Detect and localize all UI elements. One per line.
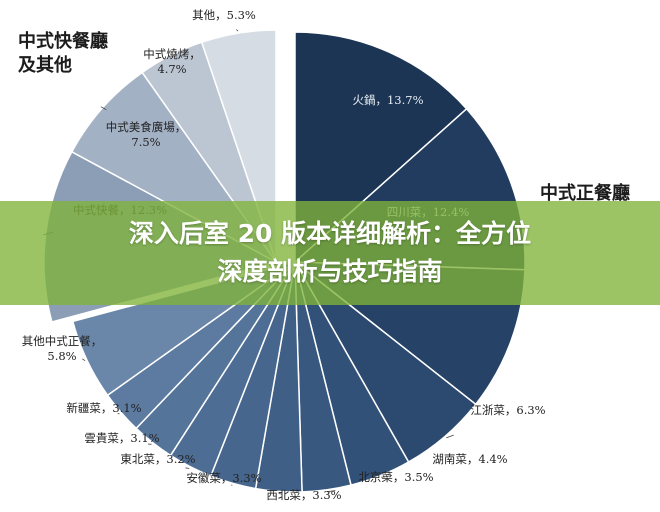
slice-label-16: 其他，5.3%: [192, 8, 256, 22]
banner-title-line-2: 深度剖析与技巧指南: [217, 257, 443, 286]
slice-label-6: 北京菜，3.5%: [358, 470, 433, 484]
leader-line-14: [100, 106, 107, 111]
group-label-fast-food: 中式快餐廳 及其他: [18, 31, 108, 76]
leader-line-16: [236, 29, 239, 32]
banner-title-line-1: 深入后室 20 版本详细解析：全方位: [128, 219, 532, 248]
group-label-full-service: 中式正餐廳: [540, 183, 630, 204]
leader-line-4: [446, 434, 454, 439]
slice-label-15: 中式燒烤， 4.7%: [143, 47, 201, 76]
leader-line-9: [185, 467, 190, 469]
leader-line-6: [326, 490, 336, 493]
leader-line-5: [381, 475, 392, 478]
slice-label-9: 東北菜，3.2%: [120, 452, 195, 466]
leader-line-7: [278, 493, 282, 495]
slice-label-11: 新疆菜，3.1%: [66, 401, 141, 415]
slice-label-4: 江浙菜，6.3%: [470, 403, 545, 417]
slice-label-1: 火鍋，13.7%: [352, 93, 423, 107]
slice-label-12: 其他中式正餐， 5.8%: [22, 334, 103, 363]
title-banner: 深入后室 20 版本详细解析：全方位 深度剖析与技巧指南: [0, 201, 660, 305]
slice-label-5: 湖南菜，4.4%: [432, 452, 507, 466]
slice-label-8: 安徽菜，3.3%: [186, 471, 261, 485]
leader-line-12: [82, 358, 86, 362]
slice-label-14: 中式美食廣場， 7.5%: [106, 120, 187, 149]
slice-label-7: 西北菜，3.3%: [266, 488, 341, 502]
slice-label-10: 雲貴菜，3.1%: [84, 431, 159, 445]
